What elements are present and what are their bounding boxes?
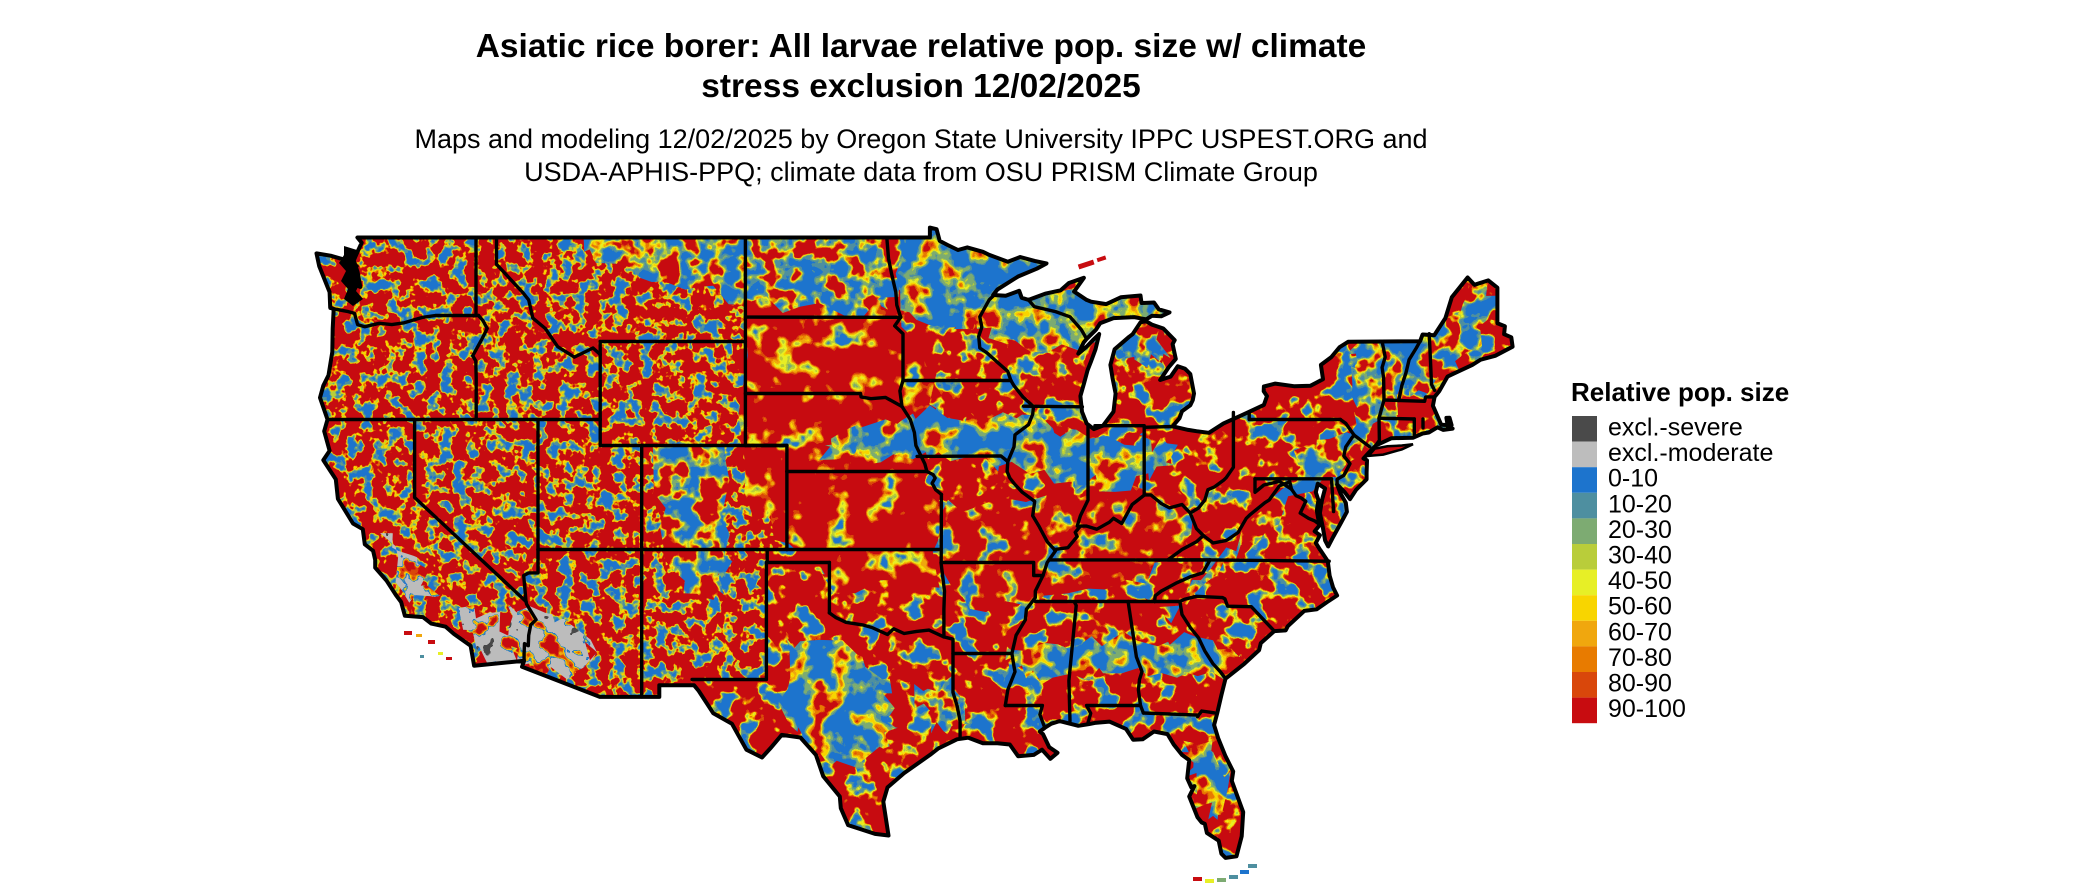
svg-text:excl.-severe: excl.-severe [1608, 414, 1743, 442]
svg-text:USDA-APHIS-PPQ; climate data f: USDA-APHIS-PPQ; climate data from OSU PR… [524, 157, 1318, 187]
svg-text:40-50: 40-50 [1608, 567, 1672, 595]
svg-text:80-90: 80-90 [1608, 670, 1672, 698]
svg-text:Asiatic rice borer: All larvae: Asiatic rice borer: All larvae relative … [476, 28, 1367, 65]
svg-text:stress exclusion 12/02/2025: stress exclusion 12/02/2025 [701, 68, 1141, 105]
svg-text:excl.-moderate: excl.-moderate [1608, 439, 1773, 467]
svg-text:Maps and modeling 12/02/2025 b: Maps and modeling 12/02/2025 by Oregon S… [414, 124, 1427, 154]
svg-text:30-40: 30-40 [1608, 542, 1672, 570]
svg-text:20-30: 20-30 [1608, 516, 1672, 544]
svg-text:0-10: 0-10 [1608, 465, 1658, 493]
svg-text:Relative pop. size: Relative pop. size [1571, 377, 1789, 407]
svg-text:60-70: 60-70 [1608, 618, 1672, 646]
svg-text:70-80: 70-80 [1608, 644, 1672, 672]
svg-text:90-100: 90-100 [1608, 695, 1686, 723]
svg-text:50-60: 50-60 [1608, 593, 1672, 621]
svg-text:10-20: 10-20 [1608, 490, 1672, 518]
